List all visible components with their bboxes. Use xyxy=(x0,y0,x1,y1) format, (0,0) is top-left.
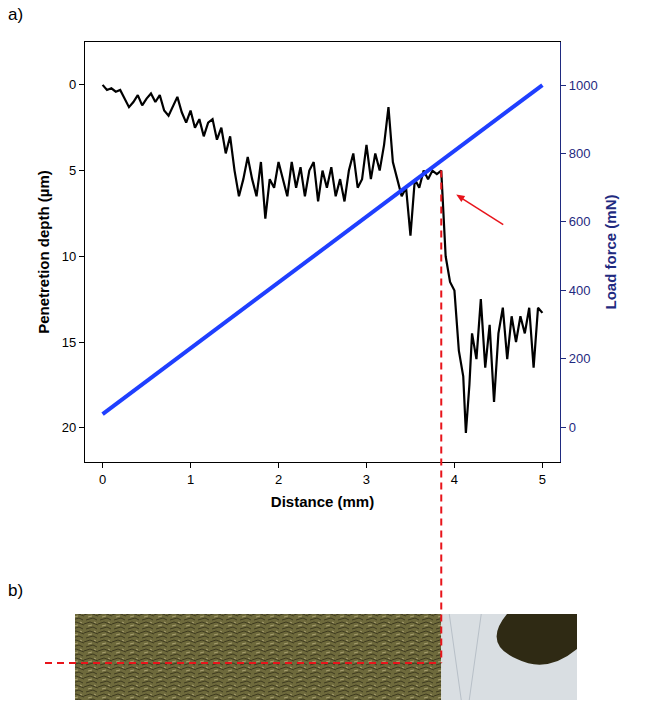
svg-text:3: 3 xyxy=(363,472,370,487)
svg-text:1000: 1000 xyxy=(569,78,598,93)
svg-text:Penetretion depth (µm): Penetretion depth (µm) xyxy=(35,170,52,334)
svg-text:10: 10 xyxy=(62,249,76,264)
svg-text:4: 4 xyxy=(451,472,458,487)
svg-text:600: 600 xyxy=(569,214,591,229)
svg-text:0: 0 xyxy=(99,472,106,487)
svg-text:400: 400 xyxy=(569,283,591,298)
svg-text:800: 800 xyxy=(569,146,591,161)
svg-text:b): b) xyxy=(8,581,23,600)
svg-text:Distance (mm): Distance (mm) xyxy=(271,493,374,510)
svg-text:a): a) xyxy=(8,5,23,24)
svg-text:5: 5 xyxy=(69,163,76,178)
svg-text:200: 200 xyxy=(569,351,591,366)
svg-text:1: 1 xyxy=(187,472,194,487)
svg-text:0: 0 xyxy=(569,420,576,435)
svg-text:5: 5 xyxy=(539,472,546,487)
svg-text:2: 2 xyxy=(275,472,282,487)
svg-text:Load force (mN): Load force (mN) xyxy=(602,194,619,309)
svg-text:20: 20 xyxy=(62,420,76,435)
svg-text:15: 15 xyxy=(62,335,76,350)
svg-text:0: 0 xyxy=(69,77,76,92)
